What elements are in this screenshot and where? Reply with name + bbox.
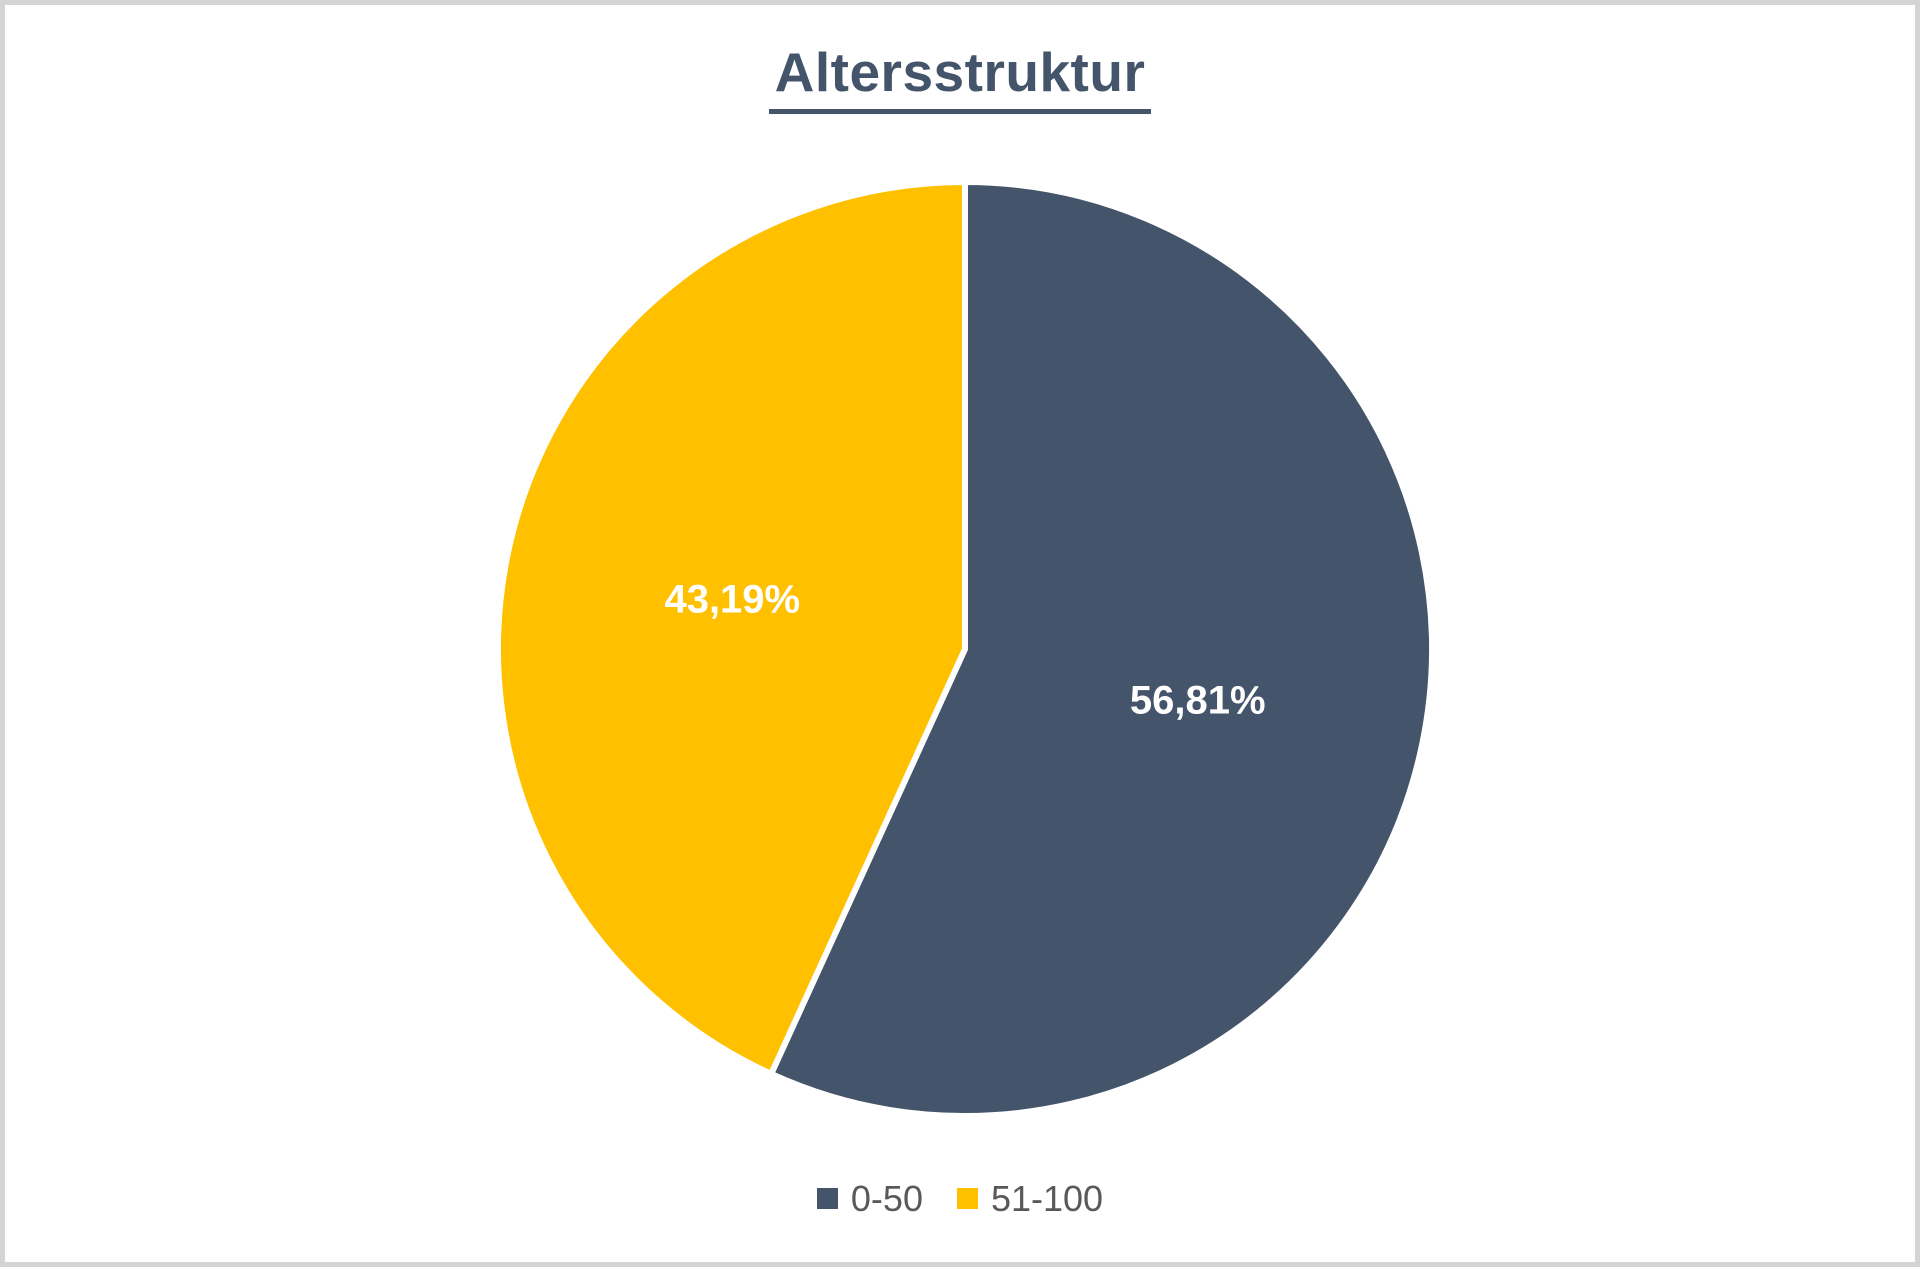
- data-label-51-100: 43,19%: [664, 577, 800, 621]
- legend-swatch-51-100: [956, 1187, 978, 1209]
- data-label-0-50: 56,81%: [1130, 679, 1266, 723]
- legend-item-0-50: 0-50: [816, 1177, 923, 1220]
- legend-label-0-50: 0-50: [850, 1177, 923, 1219]
- legend: 0-50 51-100: [5, 1177, 1915, 1220]
- pie-slice-0-50: [768, 179, 1435, 1119]
- pie-chart: 56,81% 43,19%: [494, 179, 1435, 1119]
- legend-swatch-0-50: [816, 1187, 838, 1209]
- legend-item-51-100: 51-100: [956, 1177, 1104, 1220]
- chart-title-row: Altersstruktur: [5, 41, 1915, 115]
- chart-title: Altersstruktur: [768, 41, 1152, 115]
- legend-label-51-100: 51-100: [990, 1177, 1104, 1219]
- pie-slice-51-100: [494, 179, 968, 1077]
